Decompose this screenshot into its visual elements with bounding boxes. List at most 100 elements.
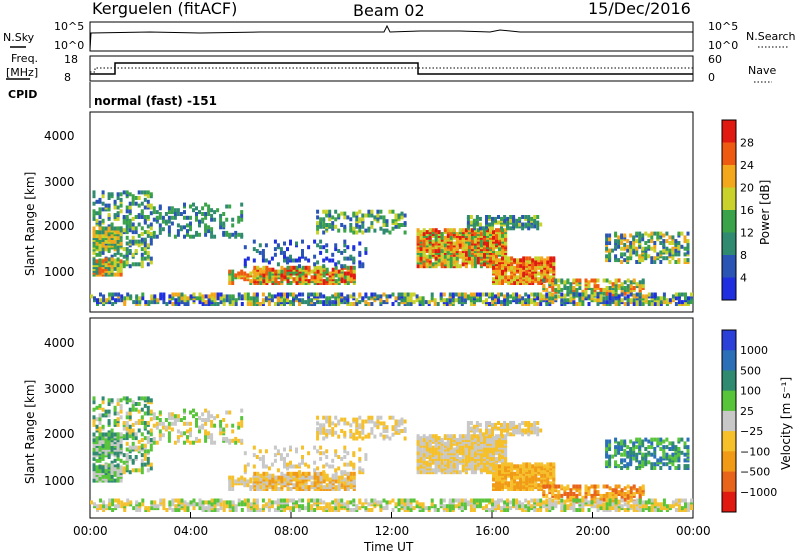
power-cell	[325, 267, 329, 272]
power-cell	[596, 302, 600, 306]
velocity-cell	[228, 487, 232, 491]
power-cell	[152, 230, 156, 235]
power-cell	[158, 223, 162, 228]
power-cell	[596, 278, 600, 283]
velocity-cell	[101, 440, 105, 445]
power-cell	[644, 246, 648, 251]
velocity-cell	[623, 492, 627, 496]
velocity-cell	[416, 470, 420, 475]
power-cell	[355, 211, 359, 216]
velocity-cell	[128, 415, 132, 420]
velocity-cell	[464, 451, 468, 456]
power-cell	[641, 237, 645, 242]
power-cell	[467, 245, 471, 250]
velocity-cell	[219, 427, 223, 432]
velocity-cell	[504, 473, 508, 478]
velocity-cell	[638, 490, 642, 495]
power-ytick-3000: 3000	[44, 175, 75, 189]
power-cell	[189, 234, 192, 239]
velocity-cell	[543, 464, 547, 469]
power-cell	[686, 239, 690, 244]
power-cell	[216, 296, 220, 301]
station-title: Kerguelen (fitACF)	[92, 0, 237, 18]
velocity-cell	[476, 466, 480, 471]
power-cell	[240, 202, 244, 207]
power-cell	[470, 235, 474, 240]
power-cell	[620, 260, 624, 264]
power-cell	[137, 190, 141, 195]
velocity-cell	[155, 421, 159, 426]
velocity-cell	[143, 453, 147, 458]
velocity-cell	[516, 464, 520, 469]
velocity-cell	[310, 475, 314, 480]
velocity-cell	[104, 469, 108, 474]
velocity-cell	[608, 454, 612, 459]
power-cell	[498, 247, 501, 252]
velocity-cell	[128, 424, 132, 429]
power-cell	[246, 256, 250, 261]
power-cell	[412, 300, 416, 305]
velocity-cell	[425, 436, 429, 441]
power-cell	[228, 232, 232, 237]
power-cell	[382, 228, 386, 233]
power-cell	[95, 211, 99, 216]
power-cell	[219, 221, 223, 226]
nsearch-label: N.Search	[746, 30, 796, 43]
power-cell	[638, 280, 642, 285]
velocity-cell	[92, 467, 96, 472]
velocity-cell	[125, 415, 129, 420]
power-cell	[101, 201, 105, 206]
power-cell	[96, 298, 99, 303]
power-cell	[125, 247, 129, 252]
power-cell	[337, 298, 341, 303]
power-cell	[319, 265, 323, 270]
velocity-cell	[110, 460, 114, 465]
velocity-cell	[125, 447, 129, 452]
power-cell	[286, 256, 289, 261]
power-cell	[560, 298, 564, 303]
power-cell	[572, 286, 576, 290]
power-cell	[528, 273, 532, 278]
power-cell	[533, 292, 537, 297]
power-cell	[611, 296, 615, 301]
power-cell	[171, 302, 175, 306]
power-cell	[105, 298, 109, 303]
power-cell	[536, 220, 540, 225]
power-cell	[273, 252, 277, 257]
velocity-cell	[107, 443, 111, 448]
power-cell	[183, 298, 187, 303]
velocity-cell	[228, 475, 232, 480]
velocity-cell	[358, 430, 362, 435]
velocity-cell	[485, 424, 488, 429]
power-cell	[422, 232, 426, 236]
power-cell	[155, 210, 159, 215]
velocity-cell	[382, 434, 386, 439]
power-cell	[346, 245, 350, 250]
velocity-cell	[119, 465, 123, 470]
power-cell	[513, 281, 517, 285]
velocity-cell	[295, 471, 299, 476]
power-cell	[346, 265, 350, 270]
power-cell	[659, 231, 663, 236]
power-cell	[641, 246, 645, 251]
power-cell	[228, 294, 232, 299]
power-cell	[122, 247, 126, 252]
velocity-cell	[352, 479, 356, 484]
velocity-cell	[140, 432, 144, 437]
velocity-cell	[611, 499, 615, 504]
velocity-cell	[110, 398, 114, 403]
velocity-cell	[391, 415, 395, 420]
power-cell	[635, 292, 639, 297]
power-cell	[683, 258, 687, 263]
power-cell	[551, 282, 555, 287]
power-cell	[674, 248, 678, 253]
velocity-cell	[98, 432, 102, 437]
power-cell	[146, 190, 150, 195]
power-cell	[641, 233, 645, 238]
power-cell	[515, 218, 519, 223]
velocity-cell	[340, 483, 344, 488]
power-cell	[98, 252, 102, 257]
power-cell	[572, 292, 576, 297]
velocity-cell	[473, 438, 477, 442]
velocity-cell	[519, 477, 523, 482]
